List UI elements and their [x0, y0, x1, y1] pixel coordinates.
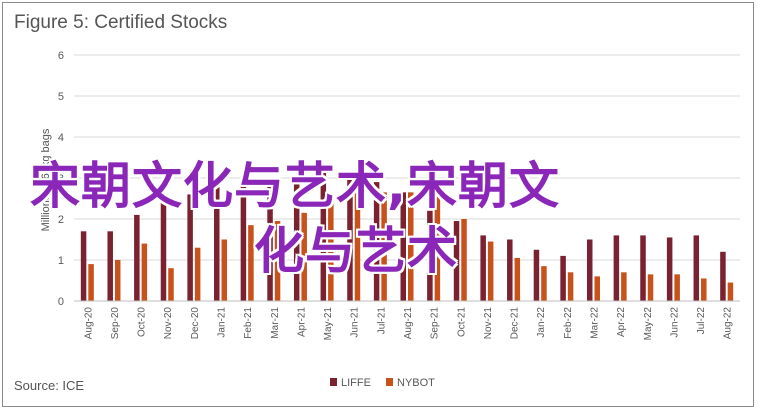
x-tick-label: Apr-22 — [616, 307, 627, 337]
bar-liffe — [107, 231, 113, 301]
bar-nybot — [647, 274, 654, 301]
bar-liffe — [480, 235, 486, 301]
bar-nybot — [274, 221, 281, 301]
bar-nybot — [301, 212, 307, 301]
bar-liffe — [214, 186, 220, 301]
bar-liffe — [134, 214, 140, 301]
bar-nybot — [701, 278, 707, 301]
y-tick-label: 6 — [58, 50, 64, 62]
bar-nybot — [194, 247, 201, 301]
x-tick-label: Mar-22 — [589, 307, 600, 339]
legend-label: NYBOT — [397, 377, 435, 389]
bar-liffe — [347, 175, 353, 301]
bar-nybot — [674, 274, 680, 301]
x-tick-label: Jul-21 — [376, 307, 387, 335]
y-axis-label: Millions of 60kg bags — [40, 128, 52, 231]
bar-nybot — [567, 272, 574, 301]
x-tick-label: Dec-20 — [190, 307, 201, 340]
y-tick-label: 0 — [58, 296, 64, 308]
bar-liffe — [187, 194, 193, 301]
x-tick-label: Aug-22 — [723, 307, 734, 340]
bar-nybot — [594, 276, 600, 301]
bar-nybot — [114, 260, 121, 301]
x-tick-label: Nov-20 — [163, 307, 174, 340]
bar-liffe — [400, 192, 406, 301]
x-tick-label: May-22 — [643, 307, 654, 341]
y-tick-label: 2 — [58, 214, 64, 226]
bar-nybot — [621, 272, 627, 301]
bar-nybot — [434, 196, 441, 301]
bar-nybot — [141, 243, 148, 301]
grid-lines — [74, 54, 740, 261]
bar-nybot — [487, 241, 494, 301]
bar-liffe — [293, 175, 300, 301]
y-tick-label: 1 — [58, 255, 64, 267]
bar-liffe — [320, 163, 327, 301]
y-tick-label: 4 — [58, 132, 64, 144]
x-tick-label: Feb-22 — [563, 307, 574, 339]
source-note: Source: ICE — [14, 378, 85, 393]
legend-swatch — [330, 378, 337, 386]
chart-title: Figure 5: Certified Stocks — [14, 12, 228, 33]
bar-nybot — [328, 200, 334, 301]
x-tick-label: Aug-21 — [403, 307, 414, 340]
x-tick-label: Mar-21 — [270, 307, 281, 339]
bar-nybot — [541, 266, 547, 301]
bar-liffe — [427, 210, 433, 301]
bar-liffe — [666, 237, 673, 301]
x-tick-label: Jun-21 — [350, 307, 361, 338]
x-tick-label: Jan-22 — [536, 307, 547, 338]
bar-liffe — [80, 231, 87, 301]
bars — [80, 163, 734, 301]
x-tick-label: Nov-21 — [483, 307, 494, 340]
x-tick-label: Oct-20 — [137, 307, 148, 337]
bar-liffe — [533, 249, 540, 301]
bar-nybot — [381, 192, 387, 301]
x-tick-labels: Aug-20 Sep-20 Oct-20 Nov-20 Dec-20 Jan-21 Feb-… — [83, 307, 733, 341]
bar-nybot — [248, 225, 254, 301]
legend-swatch — [386, 378, 393, 386]
x-tick-label: Jul-22 — [696, 307, 707, 335]
x-tick-label: Sep-20 — [110, 307, 121, 340]
x-tick-label: Dec-21 — [510, 307, 521, 340]
bar-nybot — [514, 257, 521, 301]
bar-liffe — [640, 235, 646, 301]
bar-nybot — [88, 264, 94, 301]
x-tick-label: Jun-22 — [669, 307, 680, 338]
x-tick-label: Jan-21 — [217, 307, 228, 338]
bar-liffe — [507, 239, 513, 301]
bar-liffe — [586, 239, 593, 301]
bar-nybot — [168, 268, 174, 301]
x-tick-label: Oct-21 — [456, 307, 467, 337]
bar-liffe — [720, 251, 726, 301]
bar-nybot — [408, 192, 414, 301]
bar-liffe — [613, 235, 620, 301]
bar-liffe — [560, 255, 566, 301]
y-tick-label: 3 — [58, 173, 64, 185]
x-tick-label: May-21 — [323, 307, 334, 341]
x-tick-label: Feb-21 — [243, 307, 254, 339]
x-tick-label: Aug-20 — [83, 307, 94, 340]
bar-nybot — [727, 282, 734, 301]
bar-liffe — [267, 178, 273, 301]
bar-liffe — [160, 198, 167, 301]
legend: LIFFE NYBOT — [330, 377, 435, 389]
legend-label: LIFFE — [341, 377, 371, 389]
bar-nybot — [354, 192, 361, 301]
bar-liffe — [693, 235, 700, 301]
x-tick-label: Apr-21 — [296, 307, 307, 337]
bar-nybot — [221, 239, 228, 301]
bar-liffe — [240, 182, 247, 301]
y-tick-label: 5 — [58, 91, 64, 103]
bar-liffe — [373, 182, 380, 301]
y-tick-labels: 0 1 2 3 4 5 6 — [58, 50, 64, 308]
bar-liffe — [453, 221, 460, 301]
x-tick-label: Sep-21 — [430, 307, 441, 340]
bar-nybot — [461, 219, 467, 301]
